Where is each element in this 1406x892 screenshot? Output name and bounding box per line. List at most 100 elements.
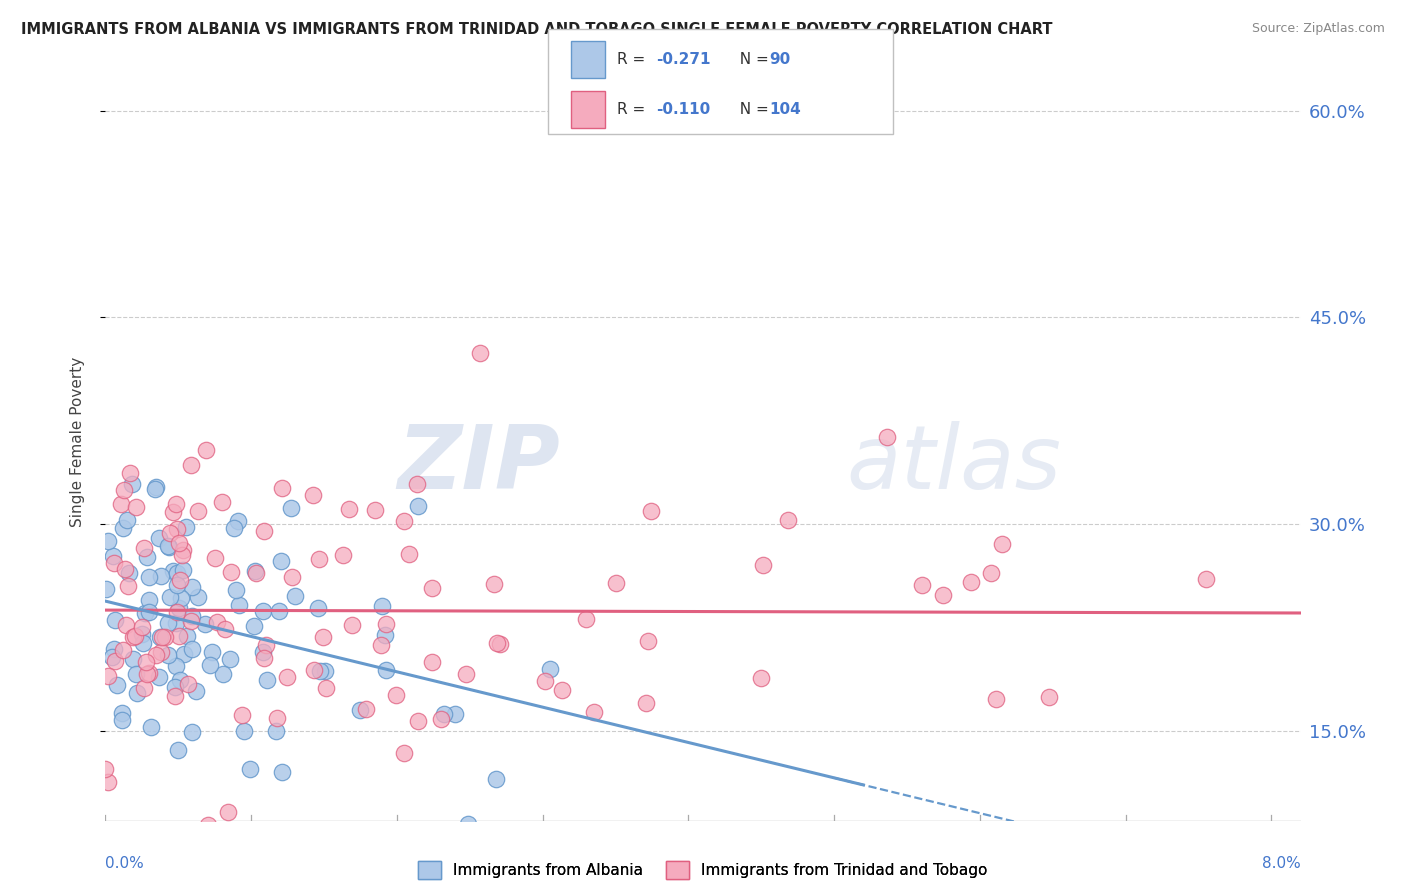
Point [195, 442, 218, 457]
Point [534, 673, 557, 688]
Point [374, 617, 396, 632]
Point [159, 541, 181, 555]
Point [370, 638, 392, 652]
Point [308, 552, 330, 566]
Point [233, 724, 256, 739]
Point [110, 497, 132, 511]
Point [162, 505, 184, 519]
Point [166, 577, 188, 591]
Text: -0.110: -0.110 [657, 103, 711, 117]
Point [97, 669, 120, 683]
Text: 90: 90 [769, 53, 790, 67]
Point [470, 346, 492, 360]
Point [118, 566, 141, 581]
Point [134, 681, 156, 696]
Point [457, 817, 479, 831]
Point [538, 662, 561, 676]
Point [132, 636, 155, 650]
Point [270, 553, 292, 567]
Point [315, 681, 337, 695]
Point [141, 720, 163, 734]
Point [121, 631, 143, 645]
Point [228, 599, 250, 613]
Point [156, 648, 179, 663]
Point [172, 563, 194, 577]
Point [174, 519, 197, 533]
Point [163, 680, 186, 694]
Point [166, 566, 188, 580]
Point [131, 626, 153, 640]
Point [169, 673, 191, 687]
Point [167, 743, 190, 757]
Point [433, 707, 456, 722]
Point [264, 723, 287, 738]
Point [254, 638, 277, 652]
Point [226, 514, 249, 528]
Point [201, 645, 224, 659]
Point [148, 531, 170, 545]
Point [122, 652, 145, 666]
Point [148, 670, 170, 684]
Point [94, 582, 117, 596]
Point [214, 622, 236, 636]
Point [256, 673, 278, 688]
Point [143, 483, 166, 497]
Point [219, 652, 242, 666]
Point [132, 541, 155, 555]
Point [104, 613, 127, 627]
Point [170, 549, 193, 563]
Point [138, 593, 160, 607]
Point [406, 499, 429, 513]
Point [280, 501, 302, 516]
Point [169, 536, 191, 550]
Point [145, 648, 167, 662]
Text: 104: 104 [769, 103, 801, 117]
Point [181, 609, 204, 624]
Point [169, 573, 191, 587]
Point [932, 588, 955, 602]
Point [121, 477, 143, 491]
Point [231, 708, 253, 723]
Point [111, 706, 134, 720]
Point [374, 628, 396, 642]
Point [101, 650, 124, 665]
Point [153, 630, 176, 644]
Point [374, 663, 396, 677]
Point [363, 503, 385, 517]
Point [125, 666, 148, 681]
Point [103, 557, 125, 571]
Point [394, 514, 416, 528]
Point [269, 604, 291, 618]
Text: N =: N = [730, 103, 773, 117]
Point [165, 659, 187, 673]
Point [312, 630, 335, 644]
Point [111, 521, 134, 535]
Point [485, 772, 508, 786]
Point [165, 689, 187, 703]
Point [187, 590, 209, 604]
Point [184, 683, 207, 698]
Legend: Immigrants from Albania, Immigrants from Trinidad and Tobago: Immigrants from Albania, Immigrants from… [412, 855, 994, 885]
Point [162, 564, 184, 578]
Point [170, 591, 193, 606]
Point [207, 615, 229, 629]
Point [245, 564, 267, 578]
Point [284, 589, 307, 603]
Point [187, 504, 209, 518]
Y-axis label: Single Female Poverty: Single Female Poverty [70, 357, 84, 526]
Point [307, 601, 329, 615]
Text: Source: ZipAtlas.com: Source: ZipAtlas.com [1251, 22, 1385, 36]
Point [197, 818, 219, 832]
Text: R =: R = [617, 53, 651, 67]
Point [111, 713, 134, 727]
Point [980, 566, 1002, 580]
Point [281, 570, 304, 584]
Point [112, 483, 135, 497]
Point [204, 551, 226, 566]
Point [145, 480, 167, 494]
Point [173, 647, 195, 661]
Point [340, 618, 363, 632]
Point [394, 746, 416, 760]
Point [138, 570, 160, 584]
Point [332, 549, 354, 563]
